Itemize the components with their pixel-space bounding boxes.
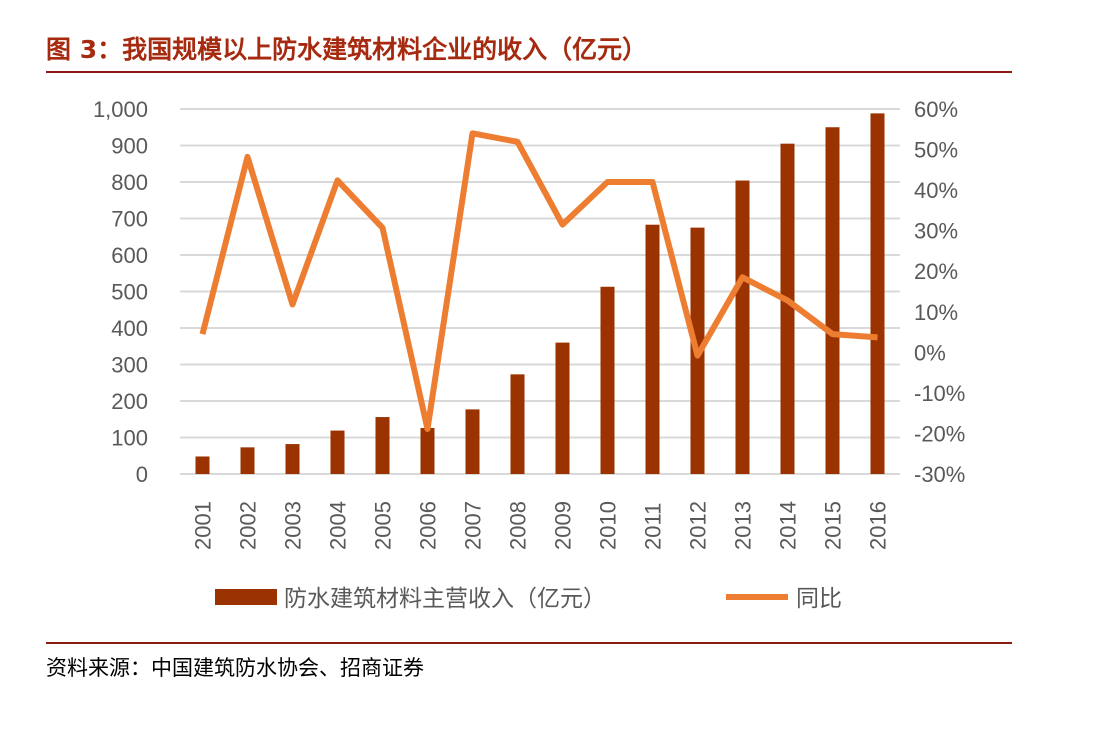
- bar: [600, 286, 615, 474]
- legend-bar-label: 防水建筑材料主营收入（亿元）: [284, 586, 606, 612]
- chart: 0 100 200 300 400 500 600 700 800 900 1,000 -30% -20…: [93, 97, 965, 612]
- yoy-line: [199, 130, 878, 432]
- x-tick-label: 2006: [416, 501, 441, 550]
- right-tick-label: -10%: [914, 381, 965, 406]
- bar: [870, 113, 885, 474]
- x-tick-label: 2001: [191, 501, 216, 550]
- right-tick-label: 20%: [914, 259, 958, 284]
- x-tick-label: 2005: [371, 501, 396, 550]
- title-rule: [46, 71, 1012, 73]
- left-tick-label: 700: [111, 207, 148, 232]
- right-tick-label: 30%: [914, 219, 958, 244]
- left-tick-label: 100: [111, 426, 148, 451]
- bar: [240, 447, 255, 474]
- bar: [420, 428, 435, 474]
- x-tick-label: 2007: [461, 501, 486, 550]
- right-tick-label: -30%: [914, 462, 965, 487]
- x-tick-label: 2003: [281, 501, 306, 550]
- x-tick-label: 2009: [551, 501, 576, 550]
- left-tick-label: 500: [111, 280, 148, 305]
- bar: [555, 342, 570, 474]
- right-tick-label: 40%: [914, 178, 958, 203]
- bar: [510, 374, 525, 474]
- bar: [735, 180, 750, 475]
- bar: [195, 456, 210, 474]
- bar: [375, 417, 390, 474]
- x-tick-label: 2013: [731, 501, 756, 550]
- right-tick-label: 0%: [914, 340, 946, 365]
- x-tick-label: 2002: [236, 501, 261, 550]
- bar: [285, 444, 300, 474]
- bar: [465, 409, 480, 474]
- left-tick-label: 0: [136, 462, 148, 487]
- right-tick-label: -20%: [914, 421, 965, 446]
- x-tick-label: 2008: [506, 501, 531, 550]
- source-note: 资料来源：中国建筑防水协会、招商证券: [46, 656, 424, 680]
- figure-title: 图 3：我国规模以上防水建筑材料企业的收入（亿元）: [46, 35, 648, 64]
- x-tick-label: 2014: [776, 501, 801, 550]
- right-tick-label: 10%: [914, 300, 958, 325]
- bar: [645, 224, 660, 474]
- right-tick-label: 50%: [914, 138, 958, 163]
- left-tick-label: 800: [111, 170, 148, 195]
- bar: [780, 143, 795, 475]
- x-tick-label: 2016: [866, 501, 891, 550]
- left-tick-label: 600: [111, 243, 148, 268]
- left-tick-label: 300: [111, 353, 148, 378]
- left-tick-label: 900: [111, 134, 148, 159]
- bar: [825, 127, 840, 474]
- source-rule: [46, 642, 1012, 644]
- legend-line-label: 同比: [796, 586, 842, 612]
- x-tick-label: 2012: [686, 501, 711, 550]
- legend-bar-swatch: [215, 589, 277, 605]
- bar: [330, 430, 345, 474]
- x-tick-label: 2004: [326, 501, 351, 550]
- x-tick-label: 2015: [821, 501, 846, 550]
- left-tick-label: 400: [111, 316, 148, 341]
- left-tick-label: 200: [111, 389, 148, 414]
- x-tick-label: 2011: [641, 503, 666, 550]
- right-tick-label: 60%: [914, 97, 958, 122]
- left-tick-label: 1,000: [93, 97, 148, 122]
- x-tick-label: 2010: [596, 501, 621, 550]
